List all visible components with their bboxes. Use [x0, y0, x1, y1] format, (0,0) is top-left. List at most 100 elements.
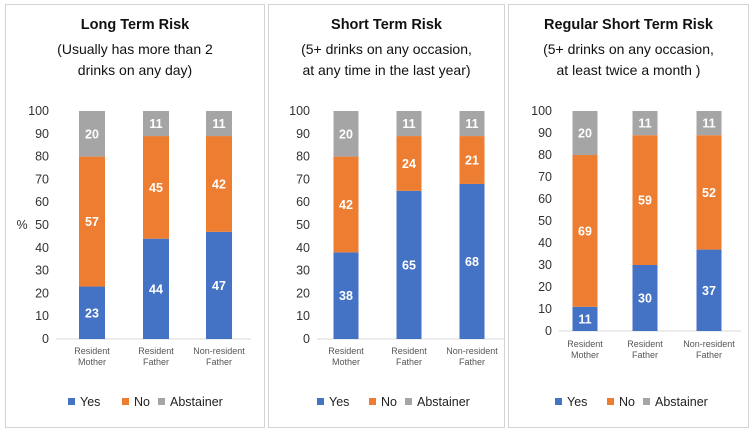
y-tick-label: 100 [289, 104, 310, 118]
legend-swatch [317, 398, 324, 405]
data-label: 37 [702, 284, 716, 298]
legend-label: Abstainer [170, 395, 223, 409]
y-tick-label: 30 [296, 264, 310, 278]
bar-segment [632, 135, 658, 265]
bar-segment [79, 286, 105, 339]
subtitle-line-2: drinks on any day) [77, 62, 193, 78]
data-label: 57 [85, 215, 99, 229]
y-axis-label: % [16, 218, 27, 232]
bar-segment [459, 136, 485, 184]
bar-segment [333, 252, 359, 339]
data-label: 42 [212, 177, 226, 191]
category-label: Non-resident Father [446, 346, 498, 367]
bar-segment [79, 156, 105, 287]
bar-segment [632, 265, 658, 331]
data-label: 65 [402, 258, 416, 272]
data-label: 30 [638, 292, 652, 306]
y-tick-label: 20 [538, 280, 552, 294]
y-tick-label: 30 [35, 264, 49, 278]
y-tick-label: 10 [35, 309, 49, 323]
chart-subtitle: (5+ drinks on any occasion, at any time … [275, 39, 498, 81]
category-label: Non-resident Father [193, 346, 245, 367]
bar-segment [206, 111, 232, 137]
legend-label: Abstainer [417, 395, 470, 409]
y-tick-label: 0 [42, 332, 49, 346]
data-label: 69 [578, 224, 592, 238]
category-label: Non-resident Father [683, 339, 735, 360]
y-tick-label: 50 [35, 218, 49, 232]
stacked-bar-chart: 0 10 20 30 40 50 60 70 80 90 100 38 42 20 Resident Moth… [289, 104, 504, 409]
bar-segment [459, 183, 485, 339]
data-label: 11 [149, 117, 162, 131]
bar-segment [459, 111, 485, 137]
bar-segment [696, 249, 722, 331]
subtitle-line-2: at any time in the last year) [302, 62, 471, 78]
chart-title: Regular Short Term Risk [544, 17, 713, 33]
data-label: 11 [212, 117, 225, 131]
chart-panel-1: Long Term Risk (Usually has more than 2 … [5, 4, 265, 428]
y-tick-label: 60 [296, 195, 310, 209]
chart-title: Short Term Risk [331, 17, 442, 33]
y-tick-label: 30 [538, 258, 552, 272]
y-tick-label: 90 [538, 126, 552, 140]
legend-swatch [122, 398, 129, 405]
category-label: Resident Mother [328, 346, 364, 367]
stacked-bar-chart: 0 10 20 30 40 50 60 70 80 90 100 11 69 20 Resident Moth… [531, 104, 741, 409]
data-label: 11 [702, 117, 715, 131]
data-label: 38 [339, 289, 353, 303]
data-label: 68 [465, 255, 479, 269]
y-tick-label: 100 [28, 104, 49, 118]
bar-segment [572, 111, 598, 155]
legend-label: Yes [567, 395, 587, 409]
data-label: 42 [339, 198, 353, 212]
y-tick-label: 60 [538, 192, 552, 206]
y-tick-label: 70 [35, 172, 49, 186]
data-label: 11 [578, 312, 591, 326]
subtitle-line-1: (Usually has more than 2 [57, 41, 213, 57]
data-label: 11 [402, 117, 415, 131]
legend-label: No [619, 395, 635, 409]
y-tick-label: 70 [296, 172, 310, 186]
data-label: 24 [402, 157, 416, 171]
y-tick-label: 50 [538, 214, 552, 228]
y-tick-label: 60 [35, 195, 49, 209]
y-tick-label: 20 [35, 286, 49, 300]
bar-segment [396, 111, 422, 137]
y-tick-label: 70 [538, 170, 552, 184]
bar-segment [143, 136, 169, 239]
y-tick-label: 40 [538, 236, 552, 250]
bar-segment [632, 111, 658, 136]
data-label: 45 [149, 181, 163, 195]
data-label: 44 [149, 282, 163, 296]
legend-swatch [158, 398, 165, 405]
y-tick-label: 10 [296, 309, 310, 323]
legend-swatch [607, 398, 614, 405]
bar-segment [79, 111, 105, 157]
bar-segment [143, 111, 169, 137]
chart-subtitle: (5+ drinks on any occasion, at least twi… [515, 39, 742, 81]
data-label: 59 [638, 194, 652, 208]
bar-segment [572, 155, 598, 307]
data-label: 11 [465, 117, 478, 131]
y-tick-label: 0 [545, 324, 552, 338]
legend-label: Yes [80, 395, 100, 409]
bar-segment [696, 135, 722, 250]
data-label: 20 [85, 127, 99, 141]
legend-swatch [68, 398, 75, 405]
category-label: Resident Father [138, 346, 174, 367]
legend-swatch [643, 398, 650, 405]
chart-subtitle: (Usually has more than 2 drinks on any d… [12, 39, 258, 81]
y-tick-label: 90 [35, 127, 49, 141]
y-tick-label: 80 [35, 150, 49, 164]
bar-segment [333, 156, 359, 253]
chart-title: Long Term Risk [80, 17, 190, 33]
category-label: Resident Mother [74, 346, 110, 367]
legend-label: Yes [329, 395, 349, 409]
bar-segment [572, 306, 598, 331]
y-tick-label: 50 [296, 218, 310, 232]
legend-swatch [369, 398, 376, 405]
data-label: 52 [702, 186, 716, 200]
category-label: Resident Mother [567, 339, 603, 360]
y-tick-label: 20 [296, 286, 310, 300]
bar-segment [396, 136, 422, 191]
